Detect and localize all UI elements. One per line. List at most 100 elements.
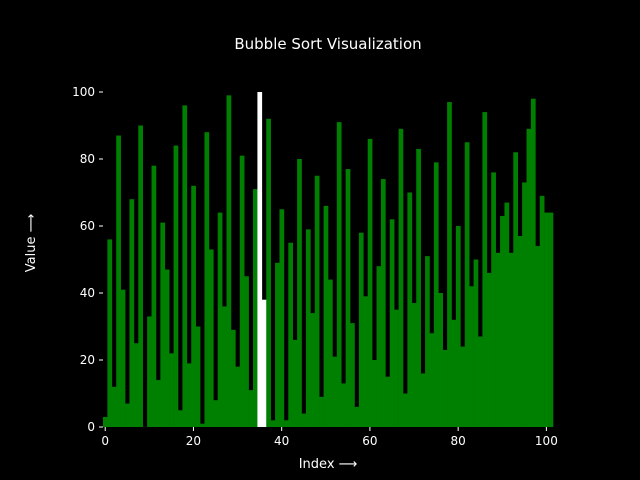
bar — [522, 182, 527, 427]
bar — [407, 192, 413, 427]
bar — [213, 400, 218, 427]
bar — [133, 343, 139, 427]
bars-group — [103, 92, 554, 428]
y-tick-label: 100 — [72, 85, 95, 99]
bar — [182, 105, 188, 428]
bar — [332, 356, 338, 427]
bar — [275, 262, 280, 427]
bar — [345, 169, 351, 428]
bar — [160, 222, 166, 427]
bar — [222, 306, 227, 427]
chart-title: Bubble Sort Visualization — [234, 35, 421, 53]
bar — [217, 212, 223, 427]
bar — [208, 249, 214, 427]
bar — [283, 420, 289, 427]
bar — [147, 316, 152, 427]
bar — [385, 376, 391, 427]
bar — [270, 420, 276, 427]
bar — [195, 326, 201, 427]
bar — [376, 266, 382, 427]
bar — [169, 353, 174, 427]
bar — [138, 125, 143, 427]
bar — [530, 98, 536, 427]
bar — [478, 336, 483, 427]
bar — [125, 403, 130, 427]
y-tick-label: 80 — [80, 152, 95, 166]
bar — [235, 366, 241, 427]
bar — [354, 406, 360, 427]
y-axis-label: Value ⟶ — [24, 214, 39, 272]
bar — [314, 175, 320, 427]
bar — [482, 112, 488, 427]
bar — [539, 195, 545, 427]
bar — [244, 276, 249, 427]
bar — [301, 413, 307, 427]
bar — [438, 293, 443, 427]
bar — [491, 172, 496, 427]
bar — [120, 289, 126, 427]
y-axis: 0 20 40 60 80 100 — [72, 85, 103, 434]
y-tick-label: 40 — [80, 286, 95, 300]
bar — [323, 205, 329, 427]
bar — [380, 179, 386, 427]
bar — [455, 226, 461, 427]
bar — [403, 393, 408, 427]
bar — [535, 246, 541, 427]
bar — [513, 152, 518, 428]
bar — [129, 199, 135, 427]
y-tick-label: 20 — [80, 353, 95, 367]
bar — [253, 189, 258, 427]
bar — [230, 329, 236, 427]
bar — [416, 148, 421, 427]
bar — [451, 319, 457, 427]
bar — [186, 363, 192, 427]
bar — [526, 128, 532, 427]
bar — [504, 202, 510, 427]
bar — [111, 386, 117, 427]
bar — [425, 256, 430, 427]
bar — [473, 259, 479, 427]
bar — [151, 165, 157, 427]
bar — [266, 118, 271, 428]
x-tick-label: 60 — [362, 434, 377, 448]
bar — [248, 390, 254, 427]
bar — [394, 309, 399, 427]
bar — [336, 122, 342, 428]
x-tick-label: 20 — [186, 434, 201, 448]
bar — [486, 272, 492, 427]
bar — [350, 323, 355, 427]
y-tick-label: 0 — [87, 420, 95, 434]
bar — [460, 346, 466, 427]
bar — [341, 383, 346, 427]
bar — [544, 212, 549, 427]
x-tick-label: 0 — [101, 434, 109, 448]
bar — [292, 339, 298, 427]
x-tick-label: 40 — [274, 434, 289, 448]
bar — [226, 95, 232, 427]
bar — [191, 185, 196, 427]
bar — [103, 416, 108, 427]
y-tick-label: 60 — [80, 219, 95, 233]
bar — [508, 252, 514, 427]
bar — [469, 286, 474, 427]
bar — [107, 239, 113, 427]
bar — [200, 423, 205, 427]
bar — [442, 349, 448, 427]
bar — [204, 132, 210, 427]
bar-highlighted — [257, 92, 263, 427]
bar — [517, 236, 523, 427]
bar — [358, 232, 364, 427]
bar — [279, 209, 285, 427]
bar — [155, 380, 161, 427]
bar — [495, 252, 501, 427]
x-axis-label: Index ⟶ — [299, 457, 358, 472]
bar — [548, 212, 554, 427]
bar — [411, 303, 417, 427]
bar — [367, 138, 373, 427]
bar — [372, 360, 377, 427]
bar — [116, 135, 121, 428]
x-axis: 0 20 40 60 80 100 — [101, 427, 558, 448]
bar — [447, 102, 452, 428]
bar — [363, 296, 368, 427]
